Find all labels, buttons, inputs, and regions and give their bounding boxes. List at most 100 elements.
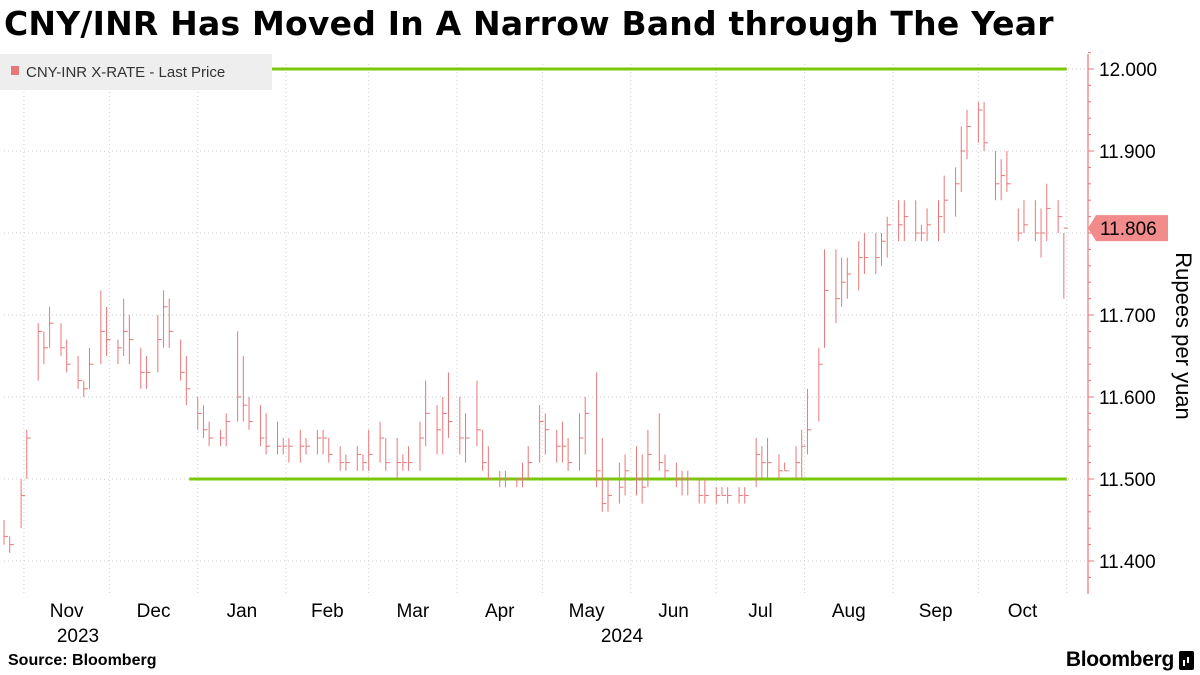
ohlc-bar [368, 429, 373, 471]
ohlc-bar [77, 356, 83, 389]
ohlc-bar [994, 151, 1000, 201]
ohlc-bar [835, 249, 840, 324]
ohlc-bar [1063, 227, 1068, 299]
ohlc-bar [624, 454, 630, 496]
ohlc-bar [339, 446, 345, 471]
ohlc-bar [607, 479, 612, 512]
ohlc-bar [744, 487, 749, 504]
ohlc-bar [288, 438, 293, 463]
ohlc-bar [875, 233, 880, 274]
ohlc-bar [26, 429, 31, 479]
ohlc-bar [396, 438, 402, 479]
ohlc-bar [106, 306, 111, 356]
ohlc-bar [202, 405, 208, 438]
ohlc-bar [419, 421, 424, 471]
ohlc-bar [1046, 183, 1051, 242]
ohlc-bar [784, 462, 789, 472]
ohlc-bar [738, 487, 744, 504]
ohlc-bar [522, 462, 527, 488]
ohlc-bar [1057, 200, 1063, 233]
ohlc-bar [220, 429, 225, 447]
year-label: 2024 [601, 626, 644, 647]
ohlc-bar [88, 347, 94, 389]
x-tick-label: Jan [227, 601, 258, 622]
ohlc-bar [778, 454, 783, 479]
ohlc-bar [903, 200, 909, 242]
ohlc-bar [841, 257, 846, 307]
ohlc-bar [647, 429, 652, 488]
ohlc-bar [687, 470, 692, 496]
bloomberg-logo: Bloomberg [1065, 648, 1174, 671]
ohlc-bar [459, 397, 464, 455]
ohlc-bar [248, 397, 254, 430]
last-price-tag: 11.806 [1088, 215, 1168, 242]
ohlc-bar [721, 487, 726, 496]
chart-title: CNY/INR Has Moved In A Narrow Band throu… [4, 4, 1054, 43]
ohlc-bar [584, 397, 590, 455]
ohlc-bar [425, 380, 430, 447]
x-tick-label: Jul [748, 601, 772, 622]
ohlc-bar [664, 454, 669, 479]
year-label: 2023 [57, 626, 99, 647]
ohlc-bar [259, 405, 265, 447]
ohlc-bar [698, 479, 704, 504]
ohlc-bar [1023, 200, 1028, 233]
ohlc-bar [100, 290, 105, 365]
ohlc-bar [920, 224, 926, 242]
x-tick-label: May [569, 601, 605, 622]
ohlc-bar [596, 372, 601, 488]
y-axis: 12.00011.90011.80011.70011.60011.50011.4… [1087, 52, 1157, 594]
y-axis-label: Rupees per yuan [1171, 252, 1196, 420]
ohlc-bar [168, 298, 174, 348]
ohlc-bar [544, 413, 550, 455]
ohlc-bar [539, 405, 544, 463]
ohlc-bar [1034, 200, 1040, 242]
ohlc-bar [362, 454, 367, 471]
ohlc-bar [277, 421, 282, 455]
ohlc-series [3, 101, 1068, 553]
y-tick-label: 11.400 [1099, 552, 1156, 573]
ohlc-bar [482, 429, 487, 471]
ohlc-bar [561, 421, 567, 463]
ohlc-bar [818, 347, 823, 422]
source-note: Source: Bloomberg [8, 652, 157, 669]
ohlc-bar [117, 339, 122, 365]
ohlc-bar [898, 200, 903, 242]
ohlc-bar [1017, 208, 1023, 242]
ohlc-bar [128, 315, 134, 365]
x-axis: Nov Dec Jan Feb Mar Apr May Jun Jul Aug Sep Oct 2023… [50, 601, 1038, 647]
ohlc-bar [385, 438, 390, 471]
ohlc-bar [299, 429, 305, 463]
bloomberg-terminal-icon [1179, 651, 1194, 670]
ohlc-bar [881, 233, 886, 266]
ohlc-bar [516, 478, 521, 488]
ohlc-bar [242, 356, 248, 422]
ohlc-bar [402, 454, 407, 471]
ohlc-bar [1006, 151, 1011, 192]
x-tick-label: Sep [919, 601, 953, 622]
ohlc-bar [476, 380, 481, 447]
legend-box [0, 54, 272, 90]
ohlc-bar [966, 110, 971, 160]
x-tick-label: Dec [137, 601, 171, 622]
ohlc-bar [316, 429, 322, 455]
ohlc-bar [322, 429, 328, 455]
ohlc-bar [556, 429, 561, 463]
y-tick-label: 11.900 [1099, 142, 1156, 163]
ohlc-bar [955, 167, 960, 217]
ohlc-bar [926, 208, 932, 242]
y-tick-label: 12.000 [1099, 60, 1157, 81]
ohlc-bar [960, 126, 966, 192]
ohlc-bar [408, 446, 413, 471]
ohlc-bar [60, 323, 65, 356]
ohlc-bar [83, 380, 88, 397]
ohlc-bar [915, 200, 920, 242]
ohlc-bar [3, 520, 8, 545]
ohlc-bar [157, 315, 162, 373]
ohlc-bar [197, 397, 202, 430]
ohlc-bar [937, 200, 943, 242]
ohlc-bar [527, 446, 533, 479]
ohlc-bar [465, 413, 470, 463]
ohlc-bar [436, 405, 442, 455]
ohlc-bar [601, 438, 607, 512]
